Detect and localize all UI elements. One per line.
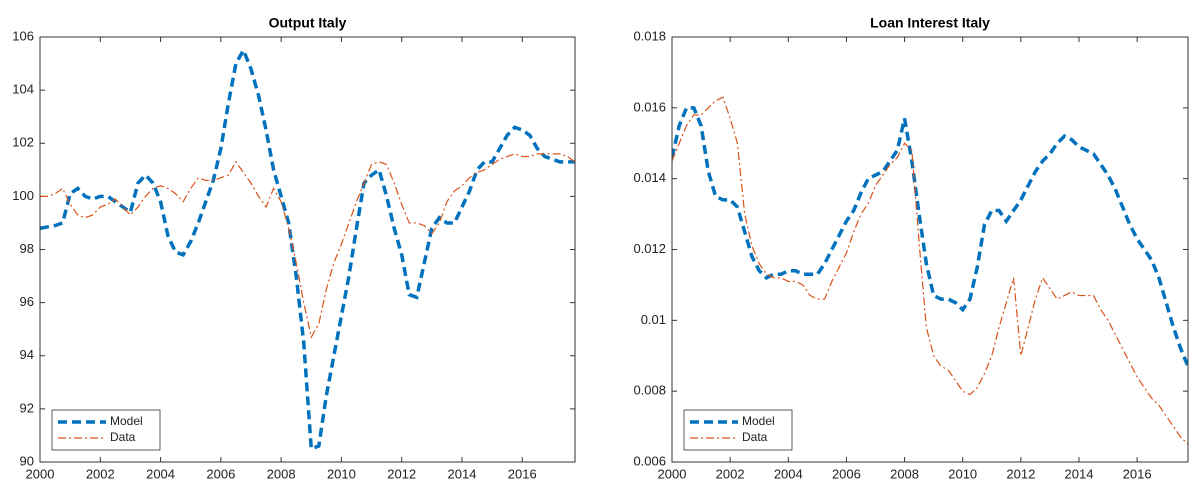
x-tick-label: 2004 (146, 466, 175, 481)
legend-label: Data (110, 430, 136, 444)
y-tick-label: 100 (12, 188, 34, 203)
x-tick-label: 2000 (658, 466, 687, 481)
x-tick-label: 2012 (387, 466, 416, 481)
legend: Model Data (683, 409, 793, 451)
legend-box (51, 409, 161, 451)
x-tick-label: 2010 (327, 466, 356, 481)
data-line (40, 46, 575, 452)
y-tick-label: 94 (20, 347, 34, 362)
y-tick-label: 104 (12, 82, 34, 97)
x-tick-label: 2004 (774, 466, 803, 481)
legend-label: Model (110, 414, 143, 428)
x-tick-label: 2010 (948, 466, 977, 481)
x-tick-label: 2002 (86, 466, 115, 481)
x-tick-label: 2012 (1006, 466, 1035, 481)
data-line (672, 96, 1188, 445)
axes-box (39, 36, 576, 463)
x-tick-label: 2008 (267, 466, 296, 481)
x-tick-label: 2014 (448, 466, 477, 481)
y-tick-label: 0.008 (633, 383, 666, 398)
chart-title: Output Italy (269, 15, 347, 31)
x-tick-label: 2006 (206, 466, 235, 481)
x-tick-label: 2014 (1065, 466, 1094, 481)
x-tick-label: 2016 (1123, 466, 1152, 481)
x-tick-label: 2000 (26, 466, 55, 481)
axes-box (671, 36, 1189, 463)
x-tick-label: 2016 (508, 466, 537, 481)
data-line (672, 106, 1188, 368)
chart-title: Loan Interest Italy (870, 15, 990, 31)
x-tick-label: 2008 (890, 466, 919, 481)
x-tick-label: 2002 (716, 466, 745, 481)
y-tick-label: 0.01 (641, 312, 666, 327)
legend: Model Data (51, 409, 161, 451)
plot-area (672, 96, 1188, 445)
y-tick-label: 106 (12, 28, 34, 43)
y-tick-label: 90 (20, 453, 34, 468)
legend-label: Data (742, 430, 768, 444)
y-tick-label: 96 (20, 294, 34, 309)
y-tick-label: 0.006 (633, 453, 666, 468)
y-tick-label: 0.012 (633, 241, 666, 256)
y-tick-label: 0.018 (633, 28, 666, 43)
y-tick-label: 0.016 (633, 99, 666, 114)
x-tick-label: 2006 (832, 466, 861, 481)
y-tick-label: 92 (20, 400, 34, 415)
legend-box (683, 409, 793, 451)
y-tick-label: 102 (12, 135, 34, 150)
data-line (40, 153, 575, 339)
legend-label: Model (742, 414, 775, 428)
y-tick-label: 0.014 (633, 170, 666, 185)
plot-area (40, 46, 575, 452)
y-tick-label: 98 (20, 241, 34, 256)
